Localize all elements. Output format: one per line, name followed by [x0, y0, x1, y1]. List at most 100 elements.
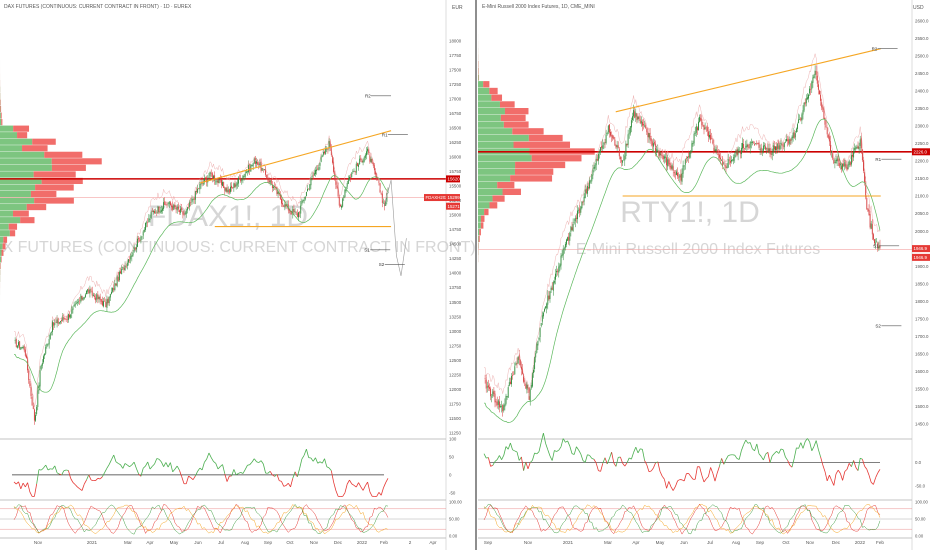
candle-body	[681, 173, 683, 182]
candle-body	[123, 267, 125, 271]
volume-profile-bar	[478, 81, 484, 88]
stoch-tick-label: 50.00	[915, 517, 926, 522]
right-watermark-symbol: RTY1!, 1D	[620, 196, 760, 229]
osc-segment	[780, 448, 784, 451]
left-price-pane[interactable]: R2 R1 S1 S2	[0, 40, 446, 539]
osc-tick-label: 100	[449, 437, 457, 442]
volume-profile-bar	[0, 125, 14, 132]
price-tick-label: 1600.0	[915, 369, 929, 374]
candle-body	[654, 141, 655, 144]
price-tick-label: 1450.0	[915, 422, 929, 427]
volume-profile-bar	[13, 125, 30, 132]
candle-body	[219, 179, 221, 181]
osc-segment	[138, 473, 142, 477]
stoch-tick-label: 0.00	[915, 534, 924, 539]
candle-body	[577, 210, 578, 220]
osc-segment	[855, 467, 859, 471]
candle-body	[519, 359, 521, 366]
osc-segment	[518, 456, 522, 461]
candle-body	[650, 138, 652, 142]
price-label-box	[912, 245, 930, 253]
candle-body	[740, 147, 742, 155]
right-time-axis[interactable]: Sep Nov 2021 Mar Apr May Jun Jul Aug Sep Oct Nov Dec…	[484, 540, 884, 545]
candle-body	[665, 156, 666, 158]
left-oscillator-pane[interactable]	[12, 449, 389, 497]
candle-body	[779, 145, 781, 151]
candle-body	[536, 344, 538, 353]
osc-segment	[778, 448, 782, 454]
candle-body	[130, 256, 132, 260]
right-price-axis[interactable]: 2600.0 2550.0 2500.0 2450.0 2400.0 2350.0 2300…	[911, 0, 930, 550]
time-tick-label: 2022	[357, 540, 368, 545]
candle-body	[788, 139, 790, 144]
candle-body	[735, 150, 737, 154]
candle-body	[574, 217, 576, 222]
candle-body	[578, 209, 580, 211]
envelope-line	[13, 135, 389, 408]
candle-body	[227, 189, 229, 192]
time-tick-label: Apr	[429, 540, 437, 545]
candle-body	[155, 211, 157, 213]
volume-profile-bar	[44, 151, 83, 158]
candle-body	[663, 156, 665, 159]
right-stochastic-pane[interactable]	[478, 503, 912, 535]
candle-body	[817, 84, 819, 90]
osc-segment	[644, 460, 648, 466]
candle-body	[628, 133, 630, 135]
candle-body	[658, 150, 660, 157]
candle-body	[688, 156, 690, 158]
osc-segment	[317, 461, 321, 464]
osc-segment	[342, 492, 346, 497]
osc-segment	[61, 470, 65, 476]
volume-profile-bar	[478, 168, 515, 175]
left-time-axis[interactable]: Nov 2021 Mar Apr May Jun Jul Aug Sep Oct Nov Dec 202…	[34, 540, 437, 545]
candle-body	[555, 273, 556, 280]
candle-body	[356, 163, 358, 166]
right-chart[interactable]: E-Mini Russell 2000 Index Futures, 1D, C…	[478, 0, 930, 550]
candle-body	[206, 177, 208, 183]
osc-segment	[106, 464, 110, 469]
osc-segment	[326, 466, 330, 469]
left-price-axis[interactable]: 18000 17750 17500 17250 17000 16750 16500 16250…	[424, 0, 462, 550]
osc-segment	[516, 451, 520, 461]
candle-body	[545, 306, 547, 309]
candle-body	[529, 389, 531, 402]
right-oscillator-pane[interactable]	[483, 433, 881, 491]
candle-body	[824, 117, 826, 125]
candle-body	[235, 184, 237, 187]
osc-segment	[822, 464, 826, 472]
osc-segment	[870, 482, 874, 485]
osc-tick-label: 0.0	[915, 460, 922, 465]
candle-body	[600, 147, 602, 153]
candle-body	[857, 145, 859, 149]
candle-body	[720, 157, 721, 160]
candle-body	[870, 223, 872, 229]
candle-body	[492, 391, 494, 397]
candle-body	[864, 172, 866, 183]
candle-body	[564, 243, 566, 248]
candle-body	[231, 185, 233, 188]
candle-body	[749, 142, 751, 148]
candle-body	[251, 165, 253, 166]
candle-body	[696, 127, 698, 131]
candle-body	[353, 170, 355, 172]
osc-segment	[800, 442, 804, 449]
osc-segment	[875, 472, 879, 478]
candle-body	[611, 135, 613, 137]
candle-body	[866, 198, 868, 210]
osc-segment	[15, 481, 19, 485]
right-price-pane[interactable]: R2 R1 S1 S2	[478, 20, 912, 539]
candle-body	[530, 385, 532, 388]
osc-segment	[324, 458, 328, 467]
candle-body	[293, 209, 295, 212]
candle-body	[742, 143, 743, 149]
osc-segment	[165, 462, 169, 468]
level-marker-label: S1	[364, 247, 370, 252]
candle-body	[215, 181, 217, 183]
left-stochastic-pane[interactable]	[0, 503, 446, 535]
candle-body	[489, 387, 490, 389]
osc-segment	[351, 483, 355, 486]
osc-segment	[118, 463, 121, 466]
left-chart[interactable]: DAX FUTURES (CONTINUOUS: CURRENT CONTRAC…	[0, 0, 476, 550]
volume-profile-bar	[514, 168, 554, 175]
